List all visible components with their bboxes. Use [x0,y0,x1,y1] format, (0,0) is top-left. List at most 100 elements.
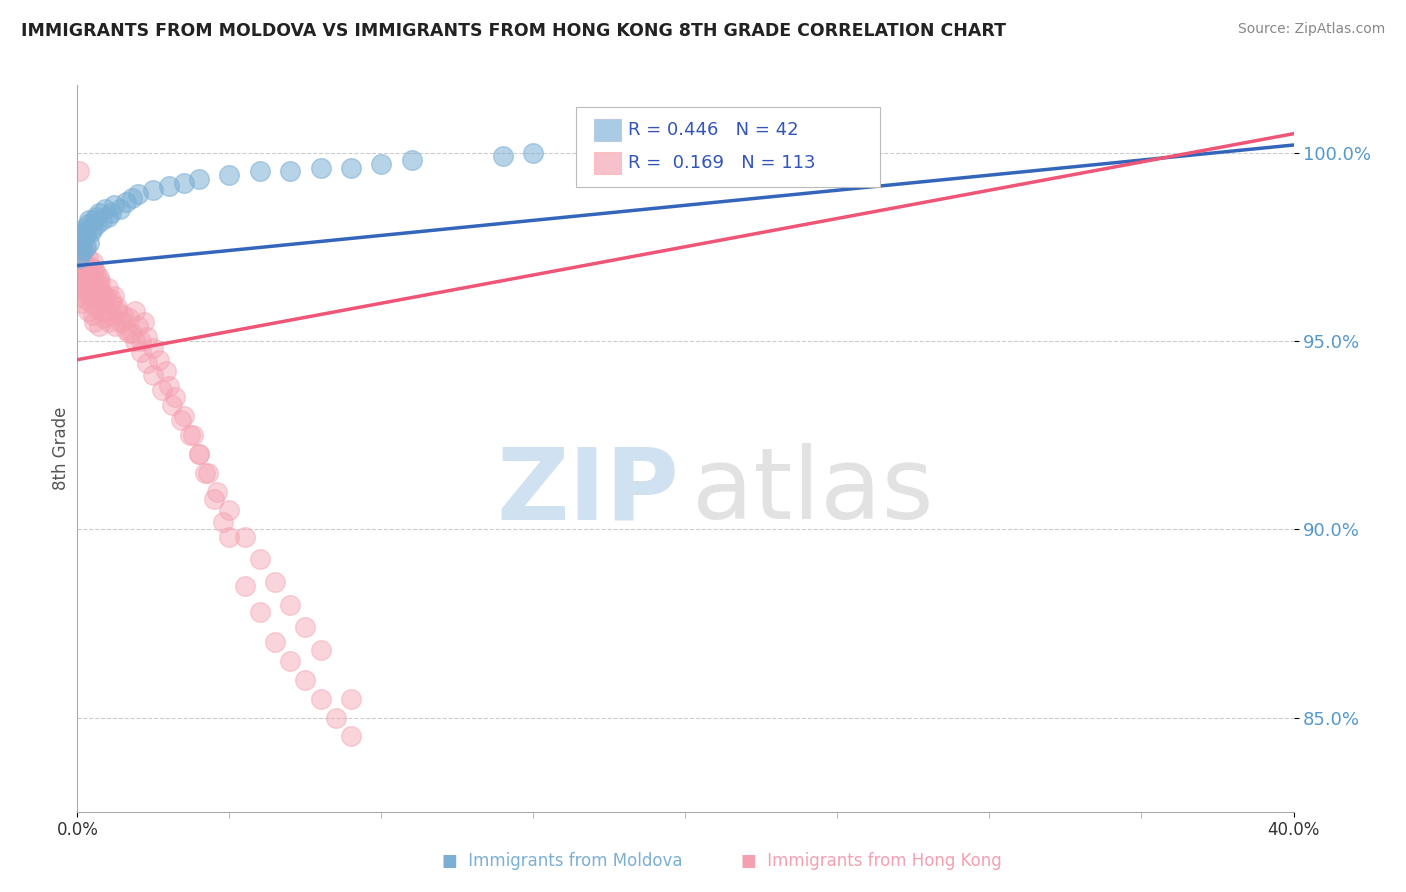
Point [278,164,301,178]
Point [69,288,91,302]
Point [142,342,165,356]
Point [136,330,159,344]
Point [77,235,100,250]
Point [90,303,112,318]
Point [75,266,97,280]
Point [84,210,107,224]
Point [77,251,100,265]
Point [87,277,110,292]
Point [82,285,104,299]
Point [115,322,138,336]
Point [121,191,143,205]
Point [188,172,211,186]
Point [67,251,90,265]
Point [212,515,235,529]
Point [218,168,240,182]
Point [249,552,271,566]
Text: R = 0.446   N = 42: R = 0.446 N = 42 [628,121,799,139]
Point [152,383,174,397]
Point [72,277,94,292]
Point [157,379,180,393]
Point [294,620,316,634]
Point [82,308,104,322]
Point [124,334,146,348]
FancyBboxPatch shape [595,153,621,174]
Point [70,259,93,273]
Point [101,308,124,322]
Point [100,293,122,307]
Point [75,259,97,273]
Point [340,161,363,175]
Point [370,157,392,171]
Point [233,579,256,593]
Point [84,300,107,314]
Point [82,254,104,268]
Point [79,266,101,280]
FancyBboxPatch shape [576,106,880,186]
Point [89,274,111,288]
Point [163,390,186,404]
Point [75,240,97,254]
Point [129,345,152,359]
Text: Source: ZipAtlas.com: Source: ZipAtlas.com [1237,22,1385,37]
Point [96,303,118,318]
Point [89,296,111,310]
Point [72,244,94,258]
Point [309,161,332,175]
Point [72,232,94,246]
Point [69,228,91,243]
Point [142,368,165,382]
Point [105,300,128,314]
Point [67,251,90,265]
Point [340,691,363,706]
Point [98,315,121,329]
Point [264,635,287,649]
Point [70,266,93,280]
Point [83,262,105,277]
Text: ZIP: ZIP [496,443,679,541]
Point [90,285,112,299]
Point [278,654,301,668]
Point [111,315,134,329]
Point [278,598,301,612]
Point [67,164,90,178]
Point [84,288,107,302]
Point [84,266,107,280]
Point [105,303,128,318]
Text: atlas: atlas [692,443,934,541]
Point [104,318,127,333]
Point [249,164,271,178]
Point [70,244,93,258]
FancyBboxPatch shape [595,119,621,141]
Point [80,296,103,310]
Point [69,277,91,292]
Point [136,356,159,370]
Point [82,220,104,235]
Text: IMMIGRANTS FROM MOLDOVA VS IMMIGRANTS FROM HONG KONG 8TH GRADE CORRELATION CHART: IMMIGRANTS FROM MOLDOVA VS IMMIGRANTS FR… [21,22,1007,40]
Point [155,364,177,378]
Point [118,311,141,326]
Point [93,288,115,302]
Point [188,447,211,461]
Point [70,296,93,310]
Point [83,315,105,329]
Point [87,293,110,307]
Point [80,225,103,239]
Point [97,210,120,224]
Point [87,269,110,284]
Point [70,247,93,261]
Point [108,202,131,216]
Point [173,409,195,424]
Point [127,186,149,201]
Point [148,352,170,367]
Point [118,326,141,341]
Point [75,259,97,273]
Point [309,642,332,657]
Point [86,217,108,231]
Point [73,285,96,299]
Point [72,251,94,265]
Point [218,530,240,544]
Point [170,413,193,427]
Point [93,311,115,326]
Point [80,281,103,295]
